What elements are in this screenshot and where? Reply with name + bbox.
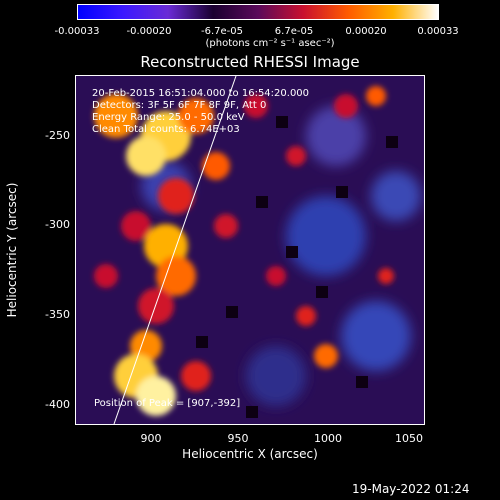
colorbar-tick: 0.00033 — [417, 26, 459, 37]
x-tick: 1050 — [395, 432, 423, 445]
y-tick: -350 — [45, 308, 70, 321]
y-tick: -300 — [45, 218, 70, 231]
colorbar-tick: -0.00020 — [126, 26, 172, 37]
annotation-clean: Clean Total counts: 6.74E+03 — [92, 124, 240, 135]
x-tick: 900 — [140, 432, 162, 445]
annotation-peak: Position of Peak = [907,-392] — [94, 398, 241, 409]
y-tick: -250 — [45, 129, 70, 142]
colorbar-tick: 0.00020 — [345, 26, 387, 37]
annotation-detectors: Detectors: 3F 5F 6F 7F 8F 9F, Att 0 — [92, 100, 267, 111]
timestamp: 19-May-2022 01:24 — [352, 482, 470, 496]
annotation-energy: Energy Range: 25.0 - 50.0 keV — [92, 112, 245, 123]
colorbar-tick: -0.00033 — [54, 26, 100, 37]
colorbar-units: (photons cm⁻² s⁻¹ asec⁻²) — [205, 38, 335, 49]
image-canvas — [76, 76, 424, 424]
y-axis-label: Heliocentric Y (arcsec) — [5, 182, 19, 318]
annotation-time: 20-Feb-2015 16:51:04.000 to 16:54:20.000 — [92, 88, 310, 99]
limb-line — [113, 76, 237, 424]
y-tick: -400 — [45, 398, 70, 411]
colorbar — [77, 4, 439, 20]
colorbar-tick: 6.7e-05 — [274, 26, 314, 37]
x-tick: 1000 — [314, 432, 342, 445]
image-title: Reconstructed RHESSI Image — [140, 53, 360, 71]
colorbar-tick: -6.7e-05 — [201, 26, 243, 37]
rhessi-image: 20-Feb-2015 16:51:04.000 to 16:54:20.000… — [75, 75, 425, 425]
x-axis-label: Heliocentric X (arcsec) — [182, 447, 318, 461]
x-tick: 950 — [227, 432, 249, 445]
